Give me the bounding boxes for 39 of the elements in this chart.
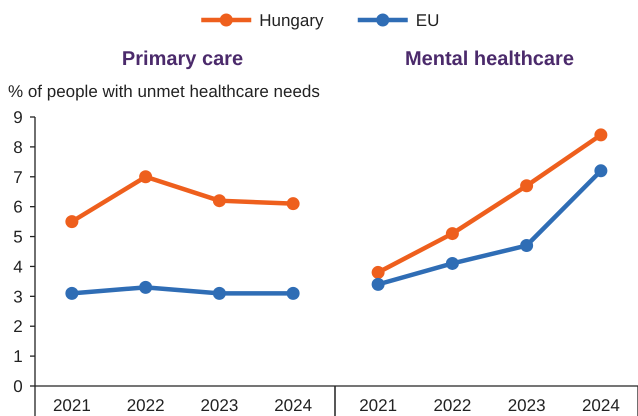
y-tick-label: 6 bbox=[13, 198, 23, 217]
point bbox=[65, 215, 78, 228]
y-tick-label: 1 bbox=[13, 347, 23, 366]
point bbox=[372, 266, 385, 279]
point bbox=[446, 256, 459, 270]
x-tick-label: 2023 bbox=[200, 396, 238, 415]
chart-title: Primary care bbox=[122, 48, 244, 70]
point bbox=[520, 179, 534, 192]
y-axis-title: % of people with unmet healthcare needs bbox=[8, 82, 320, 101]
y-tick-label: 0 bbox=[13, 377, 23, 396]
x-tick-label: 2021 bbox=[52, 396, 91, 415]
point bbox=[446, 227, 459, 240]
point bbox=[594, 164, 608, 178]
chart-title: Mental healthcare bbox=[405, 48, 574, 70]
point bbox=[520, 239, 534, 252]
point bbox=[139, 280, 152, 294]
x-tick-label: 2024 bbox=[582, 396, 620, 415]
point bbox=[139, 170, 152, 184]
y-tick-label: 5 bbox=[13, 228, 23, 247]
point bbox=[372, 278, 385, 291]
point bbox=[65, 286, 78, 300]
point bbox=[212, 286, 226, 300]
y-tick-label: 2 bbox=[13, 317, 23, 336]
x-tick-label: 2024 bbox=[274, 396, 312, 415]
x-tick-label: 2022 bbox=[433, 396, 472, 415]
y-tick-label: 3 bbox=[13, 287, 23, 306]
x-tick-label: 2021 bbox=[359, 396, 398, 415]
x-tick-label: 2023 bbox=[508, 396, 546, 415]
point bbox=[594, 128, 608, 142]
legend-label: EU bbox=[416, 11, 440, 30]
y-tick-label: 8 bbox=[13, 138, 23, 157]
point bbox=[286, 286, 300, 300]
y-tick-label: 4 bbox=[13, 257, 23, 276]
x-tick-label: 2022 bbox=[126, 396, 165, 415]
y-tick-label: 7 bbox=[13, 168, 23, 187]
point bbox=[212, 194, 226, 208]
legend-label: Hungary bbox=[259, 11, 324, 30]
point bbox=[286, 197, 300, 210]
y-tick-label: 9 bbox=[13, 108, 23, 127]
